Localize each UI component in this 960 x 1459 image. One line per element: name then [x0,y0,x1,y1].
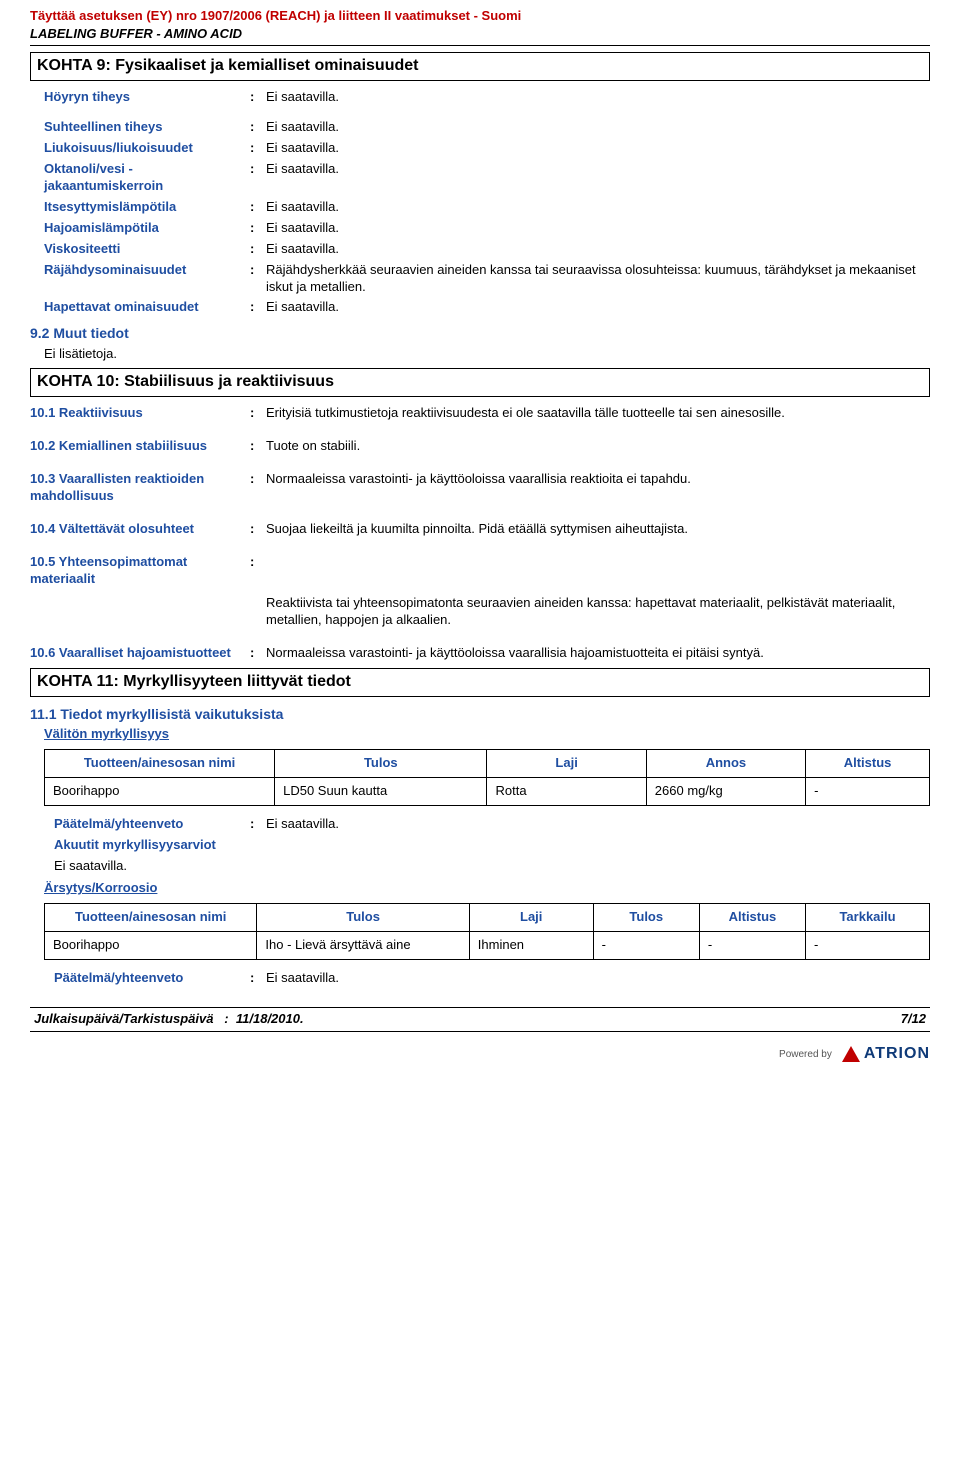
property-label: Hajoamislämpötila [30,220,250,237]
irritation-table: Tuotteen/ainesosan nimiTulosLajiTulosAlt… [44,903,930,960]
table-cell: LD50 Suun kautta [275,777,487,805]
section10-value: Erityisiä tutkimustietoja reaktiivisuude… [266,405,930,422]
table-header: Tulos [275,750,487,778]
table-cell: - [699,932,805,960]
section10-value: Normaaleissa varastointi- ja käyttöolois… [266,645,930,662]
paatelma2-value: Ei saatavilla. [266,970,930,987]
colon: : [250,438,266,455]
property-label: Liukoisuus/liukoisuudet [30,140,250,157]
table-cell: Rotta [487,777,646,805]
property-label: Suhteellinen tiheys [30,119,250,136]
arsytys-heading: Ärsytys/Korroosio [30,880,930,897]
section10-extra: Reaktiivista tai yhteensopimatonta seura… [266,595,930,629]
property-label: Hapettavat ominaisuudet [30,299,250,316]
table-cell: Ihminen [469,932,593,960]
property-value: Ei saatavilla. [266,241,930,258]
table-header: Tulos [593,904,699,932]
property-label: Itsesyttymislämpötila [30,199,250,216]
section10-value: Normaaleissa varastointi- ja käyttöolois… [266,471,930,488]
property-label: Viskositeetti [30,241,250,258]
property-value: Ei saatavilla. [266,161,930,178]
colon: : [250,521,266,538]
footer-bar: Julkaisupäivä/Tarkistuspäivä : 11/18/201… [30,1007,930,1032]
table-cell: Boorihappo [45,777,275,805]
akuutit-value: Ei saatavilla. [30,858,930,875]
colon: : [250,471,266,488]
property-value: Ei saatavilla. [266,199,930,216]
table-header: Altistus [806,750,930,778]
acute-toxicity-table: Tuotteen/ainesosan nimiTulosLajiAnnosAlt… [44,749,930,806]
akuutit-label: Akuutit myrkyllisyysarviot [30,837,930,854]
colon: : [250,161,266,178]
section10-label: 10.1 Reaktiivisuus [30,405,250,422]
table-header: Altistus [699,904,805,932]
colon: : [250,645,266,662]
table-cell: - [806,777,930,805]
section10-value: Suojaa liekeiltä ja kuumilta pinnoilta. … [266,521,930,538]
property-value: Ei saatavilla. [266,299,930,316]
colon: : [250,241,266,258]
section-9-title: KOHTA 9: Fysikaaliset ja kemialliset omi… [30,52,930,81]
reach-header: Täyttää asetuksen (EY) nro 1907/2006 (RE… [30,8,930,25]
property-label: Höyryn tiheys [30,89,250,106]
table-cell: 2660 mg/kg [646,777,805,805]
section10-label: 10.6 Vaaralliset hajoamistuotteet [30,645,250,662]
section10-label: 10.5 Yhteensopimattomat materiaalit [30,554,250,588]
section10-label: 10.2 Kemiallinen stabiilisuus [30,438,250,455]
colon: : [250,299,266,316]
colon: : [250,554,266,571]
footer-page: 7/12 [901,1011,926,1028]
atrion-logo: ATRION [842,1044,930,1065]
table-cell: - [593,932,699,960]
section-9-2-text: Ei lisätietoja. [30,346,930,363]
table-header: Tulos [257,904,469,932]
table-header: Tuotteen/ainesosan nimi [45,750,275,778]
colon: : [250,970,266,987]
property-value: Räjähdysherkkää seuraavien aineiden kans… [266,262,930,296]
table-header: Tuotteen/ainesosan nimi [45,904,257,932]
table-header: Laji [487,750,646,778]
section-11-title: KOHTA 11: Myrkyllisyyteen liittyvät tied… [30,668,930,697]
property-value: Ei saatavilla. [266,119,930,136]
colon: : [250,262,266,279]
table-cell: - [806,932,930,960]
table-cell: Iho - Lievä ärsyttävä aine [257,932,469,960]
paatelma-value: Ei saatavilla. [266,816,930,833]
property-label: Oktanoli/vesi - jakaantumiskerroin [30,161,250,195]
valiton-heading: Välitön myrkyllisyys [30,726,930,743]
table-header: Tarkkailu [806,904,930,932]
section10-label: 10.4 Vältettävät olosuhteet [30,521,250,538]
section-11-1-heading: 11.1 Tiedot myrkyllisistä vaikutuksista [30,705,930,723]
table-cell: Boorihappo [45,932,257,960]
colon: : [250,816,266,833]
colon: : [250,119,266,136]
property-label: Räjähdysominaisuudet [30,262,250,279]
colon: : [250,89,266,106]
property-value: Ei saatavilla. [266,220,930,237]
powered-by: Powered by ATRION [30,1044,930,1065]
footer-date: Julkaisupäivä/Tarkistuspäivä : 11/18/201… [34,1011,304,1028]
section10-label: 10.3 Vaarallisten reaktioiden mahdollisu… [30,471,250,505]
colon: : [250,220,266,237]
paatelma2-label: Päätelmä/yhteenveto [30,970,250,987]
table-header: Annos [646,750,805,778]
colon: : [250,405,266,422]
paatelma-label: Päätelmä/yhteenveto [30,816,250,833]
colon: : [250,199,266,216]
logo-triangle-icon [842,1046,860,1062]
section-10-title: KOHTA 10: Stabiilisuus ja reaktiivisuus [30,368,930,397]
property-value: Ei saatavilla. [266,89,930,106]
section-9-2-heading: 9.2 Muut tiedot [30,324,930,342]
property-value: Ei saatavilla. [266,140,930,157]
section10-value: Tuote on stabiili. [266,438,930,455]
colon: : [250,140,266,157]
table-header: Laji [469,904,593,932]
product-name-header: LABELING BUFFER - AMINO ACID [30,26,930,46]
